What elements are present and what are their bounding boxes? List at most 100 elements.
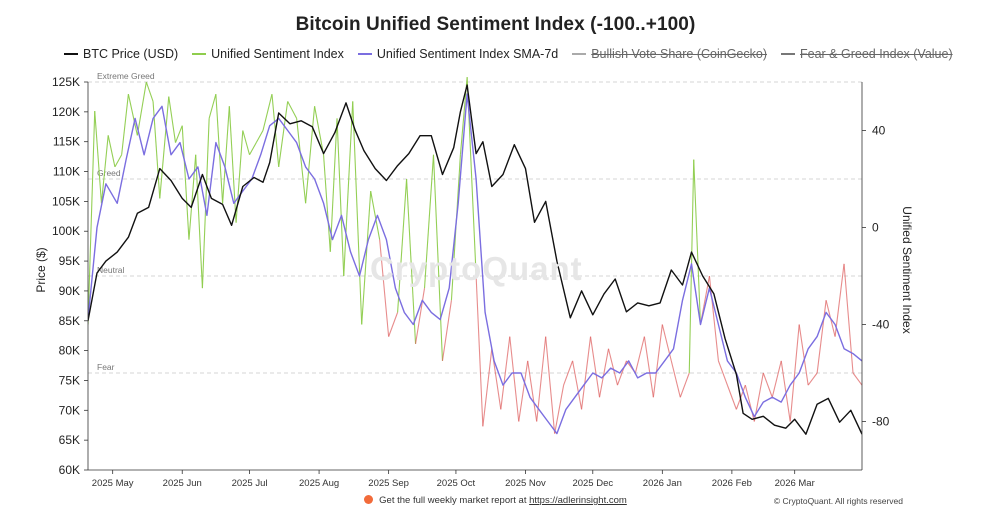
y-tick-right-label: 0 — [872, 221, 879, 235]
sentiment-segment — [114, 154, 123, 168]
y-tick-left-label: 60K — [59, 463, 80, 477]
sentiment-segment — [352, 101, 363, 325]
y-tick-left-label: 125K — [52, 75, 80, 89]
legend-swatch — [357, 53, 372, 55]
sentiment-segment — [242, 130, 251, 155]
sentiment-segment — [94, 111, 103, 204]
sentiment-segment — [228, 106, 237, 223]
legend-label: Bullish Vote Share (CoinGecko) — [591, 47, 767, 61]
sentiment-segment — [249, 142, 257, 156]
y-tick-right-label: -80 — [872, 415, 890, 429]
legend-label: BTC Price (USD) — [83, 47, 179, 61]
sentiment-segment — [726, 384, 737, 410]
x-tick-label: 2026 Mar — [775, 478, 815, 489]
y-tick-left-label: 105K — [52, 194, 80, 208]
report-dot-icon — [364, 495, 374, 504]
sentiment-segment — [780, 360, 791, 422]
sentiment-segment — [323, 154, 331, 252]
sentiment-segment — [222, 106, 230, 204]
sentiment-segment — [852, 372, 862, 386]
sentiment-segment — [634, 336, 645, 374]
sentiment-segment — [509, 336, 520, 422]
footer-note: Get the full weekly market report at htt… — [0, 495, 991, 506]
sentiment-segment — [807, 372, 818, 386]
sentiment-segment — [475, 275, 484, 427]
sentiment-segment — [195, 154, 203, 289]
legend-item-btc-price[interactable]: BTC Price (USD) — [64, 47, 178, 61]
sentiment-segment — [406, 178, 417, 344]
sentiment-segment — [581, 336, 592, 410]
sentiment-segment — [789, 324, 800, 422]
y-axis-right-label: Unified Sentiment Index — [900, 206, 914, 333]
sentiment-segment — [343, 101, 354, 277]
sentiment-segment — [771, 360, 782, 398]
sentiment-segment — [159, 96, 170, 199]
sentiment-zones: Extreme Greed Greed Neutral Fear — [88, 71, 862, 374]
sentiment-segment — [361, 191, 372, 325]
legend-swatch — [572, 53, 587, 55]
x-tick-label: 2025 Jun — [163, 478, 202, 489]
legend-label: Unified Sentiment Index — [211, 47, 344, 61]
x-tick-label: 2025 Nov — [505, 478, 546, 489]
sentiment-segment — [145, 81, 154, 102]
sentiment-segment — [744, 384, 755, 422]
legend-swatch — [64, 53, 78, 55]
copyright: © CryptoQuant. All rights reserved — [773, 496, 903, 506]
sentiment-segment — [121, 94, 129, 155]
sentiment-segment — [762, 372, 773, 398]
x-tick-label: 2025 Oct — [437, 478, 476, 489]
legend-item-unified-sentiment[interactable]: Unified Sentiment Index — [192, 47, 344, 61]
y-tick-left-label: 80K — [59, 344, 80, 358]
y-tick-left-label: 120K — [52, 105, 80, 119]
legend-item-sentiment-sma[interactable]: Unified Sentiment Index SMA-7d — [357, 47, 559, 61]
sentiment-segment — [679, 372, 690, 398]
sentiment-segment — [554, 385, 565, 434]
sentiment-segment — [500, 336, 511, 410]
sentiment-segment — [432, 154, 444, 361]
axes: 125K 120K 115K 110K 105K 100K 95K 90K 85K 80K 75K 7… — [52, 75, 890, 489]
sentiment-segment — [388, 312, 399, 337]
sentiment-segment — [563, 360, 574, 386]
sentiment-segment — [168, 96, 177, 143]
y-tick-right-label: 40 — [872, 124, 886, 138]
sentiment-segment — [518, 360, 529, 422]
x-tick-label: 2025 Dec — [572, 478, 613, 489]
sentiment-segment — [370, 191, 381, 240]
sentiment-segment — [661, 324, 672, 362]
legend-label: Unified Sentiment Index SMA-7d — [376, 47, 559, 61]
y-tick-left-label: 85K — [59, 314, 80, 328]
footer-link[interactable]: https://adlerinsight.com — [529, 495, 627, 506]
y-tick-left-label: 95K — [59, 254, 80, 268]
sentiment-segment — [262, 93, 273, 131]
sentiment-segment — [278, 101, 289, 167]
sentiment-segment — [397, 178, 408, 313]
sentiment-segment — [670, 360, 681, 398]
btc-price-line — [88, 84, 862, 435]
legend-item-fear-greed[interactable]: Fear & Greed Index (Value) — [781, 47, 953, 61]
x-tick-label: 2026 Jan — [643, 478, 682, 489]
sentiment-segment — [693, 159, 702, 325]
legend-item-bullish-vote-share[interactable]: Bullish Vote Share (CoinGecko) — [572, 47, 767, 61]
x-tick-label: 2025 Aug — [299, 478, 339, 489]
sentiment-segment — [215, 94, 224, 204]
sentiment-segment — [834, 263, 845, 337]
sentiment-segment — [188, 154, 197, 240]
y-tick-right-label: -40 — [872, 318, 890, 332]
y-tick-left-label: 110K — [53, 165, 80, 179]
sentiment-segment — [88, 111, 96, 325]
sentiment-sma-line — [88, 93, 862, 435]
sentiment-segment — [208, 93, 217, 119]
sentiment-segment — [482, 348, 493, 427]
chart-title: Bitcoin Unified Sentiment Index (-100..+… — [295, 14, 696, 35]
sentiment-segment — [336, 118, 345, 277]
sentiment-segment — [296, 118, 307, 204]
y-tick-left-label: 70K — [59, 403, 80, 417]
sentiment-segment — [589, 336, 601, 398]
zone-label: Fear — [97, 362, 115, 372]
watermark: CryptoQuant — [370, 250, 583, 287]
y-tick-left-label: 65K — [59, 433, 80, 447]
x-tick-label: 2026 Feb — [712, 478, 752, 489]
sentiment-segment — [287, 101, 298, 119]
sentiment-segment — [717, 360, 728, 386]
sentiment-segment — [816, 300, 827, 374]
